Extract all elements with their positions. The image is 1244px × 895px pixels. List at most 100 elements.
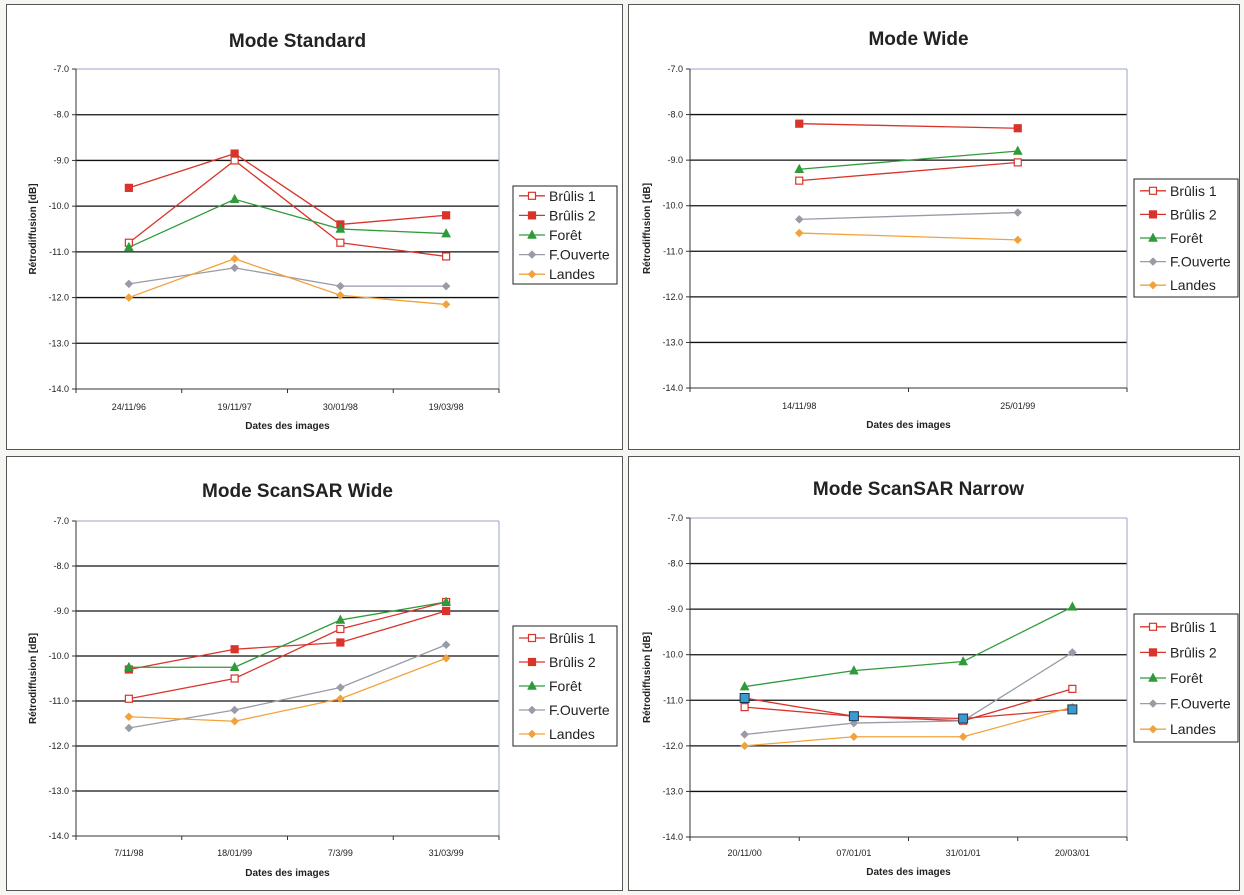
- data-point: [124, 694, 133, 703]
- series-landes: [124, 254, 451, 309]
- data-point: [1013, 124, 1022, 133]
- legend-marker: [527, 633, 537, 643]
- series-landes: [124, 653, 451, 726]
- x-tick-label: 19/11/97: [217, 402, 251, 412]
- highlight-markers: [739, 693, 1078, 724]
- legend-item-landes: Landes: [519, 726, 595, 742]
- legend: Brûlis 1 Brûlis 2 Forêt F.Ouverte Landes: [1133, 613, 1239, 743]
- data-point: [1068, 684, 1077, 693]
- legend-item-brulis-2: Brûlis 2: [519, 654, 596, 670]
- data-point: [441, 228, 452, 238]
- data-point: [124, 183, 133, 192]
- series-line: [744, 651, 1073, 736]
- legend-label: Landes: [549, 266, 595, 282]
- data-point: [849, 732, 859, 742]
- data-point: [230, 674, 239, 683]
- data-point: [123, 241, 134, 252]
- y-tick-label: -11.0: [663, 246, 683, 256]
- data-point: [1013, 235, 1023, 245]
- legend-box: [512, 625, 618, 747]
- y-tick-label: -14.0: [48, 831, 69, 841]
- series-line: [128, 601, 447, 700]
- data-point: [123, 661, 134, 671]
- series-line: [799, 123, 1018, 129]
- legend-marker: [527, 729, 537, 739]
- y-tick-label: -12.0: [48, 741, 69, 751]
- legend-marker: [1148, 699, 1158, 708]
- series-line: [744, 697, 1073, 720]
- data-point: [442, 211, 451, 220]
- highlight-marker: [958, 713, 969, 724]
- y-tick-label: -10.0: [48, 201, 69, 211]
- data-point: [795, 176, 804, 185]
- data-point: [1068, 648, 1077, 657]
- legend-marker: [527, 229, 537, 239]
- legend-item-f-ouverte: F.Ouverte: [1140, 696, 1231, 712]
- y-tick-label: -8.0: [667, 110, 683, 120]
- data-point: [124, 279, 134, 289]
- legend-marker: [1148, 672, 1158, 682]
- data-point: [740, 730, 749, 739]
- legend-label: Landes: [1170, 277, 1216, 293]
- legend-label: Landes: [1170, 721, 1216, 737]
- chart-panel-mode-wide: Mode Wide -7.0 -8.0 -9.0 -10.0 -11.0 -12.0 -13.…: [628, 4, 1240, 450]
- data-point: [124, 712, 134, 722]
- legend-item-foret: Forêt: [1140, 670, 1203, 686]
- series-line: [799, 211, 1018, 221]
- legend-marker: [527, 705, 537, 715]
- y-tick-label: -10.0: [48, 651, 69, 661]
- y-tick-label: -10.0: [662, 201, 683, 211]
- data-point: [230, 156, 239, 165]
- data-point: [335, 223, 346, 233]
- y-axis-title: Rétrodiffusion [dB]: [642, 632, 653, 723]
- series-line: [128, 152, 447, 226]
- series-landes: [740, 702, 1077, 751]
- x-axis-title: Dates des images: [245, 868, 330, 879]
- legend-item-f-ouverte: F.Ouverte: [519, 247, 610, 263]
- chart-panel-mode-standard: Mode Standard -7.0 -8.0 -9.0 -10.0 -11.0 -12.0…: [6, 4, 623, 450]
- legend-label: Forêt: [1170, 670, 1203, 686]
- data-point: [336, 238, 345, 247]
- y-tick-label: -7.0: [53, 516, 69, 526]
- legend-item-landes: Landes: [519, 266, 595, 282]
- series-foret: [739, 601, 1078, 691]
- data-point: [441, 653, 451, 663]
- series-foret: [794, 145, 1023, 174]
- y-tick-label: -12.0: [662, 292, 683, 302]
- series-line: [744, 606, 1073, 688]
- x-axis-title: Dates des images: [866, 420, 951, 431]
- x-tick-label: 19/03/98: [429, 402, 464, 412]
- series-line: [744, 706, 1073, 747]
- data-point: [441, 300, 451, 309]
- x-tick-label: 24/11/96: [112, 402, 146, 412]
- chart-svg: Mode ScanSAR Narrow -7.0 -8.0 -9.0 -10.0 -11.…: [642, 479, 1239, 878]
- legend-label: Brûlis 1: [1170, 183, 1217, 199]
- series-f-ouverte: [794, 208, 1023, 224]
- highlight-marker: [848, 711, 859, 722]
- y-tick-label: -14.0: [48, 384, 69, 394]
- data-point: [230, 705, 239, 715]
- y-tick-label: -7.0: [53, 64, 69, 74]
- legend-item-brulis-1: Brûlis 1: [519, 630, 596, 646]
- legend-label: Brûlis 1: [1170, 619, 1217, 635]
- series-line: [128, 159, 447, 258]
- legend-marker: [1148, 232, 1158, 242]
- legend-item-landes: Landes: [1140, 721, 1216, 737]
- legend-label: F.Ouverte: [549, 702, 610, 718]
- chart-svg: Mode Standard -7.0 -8.0 -9.0 -10.0 -11.0 -12.0…: [28, 31, 618, 432]
- y-tick-label: -12.0: [662, 741, 683, 751]
- legend-label: Brûlis 1: [549, 630, 596, 646]
- legend-item-brulis-1: Brûlis 1: [519, 188, 596, 204]
- y-tick-label: -8.0: [667, 559, 683, 569]
- data-point: [336, 638, 345, 647]
- data-point: [230, 716, 239, 726]
- x-axis-title: Dates des images: [866, 867, 951, 878]
- series-line: [128, 601, 447, 668]
- chart-panel-mode-scansar-wide: Mode ScanSAR Wide -7.0 -8.0 -9.0 -10.0 -11.0 -…: [6, 456, 623, 891]
- legend-label: Brûlis 2: [1170, 644, 1217, 660]
- series-line: [799, 232, 1018, 241]
- series-brulis-1: [740, 684, 1077, 725]
- series-brulis-2: [740, 693, 1077, 723]
- data-point: [794, 228, 804, 238]
